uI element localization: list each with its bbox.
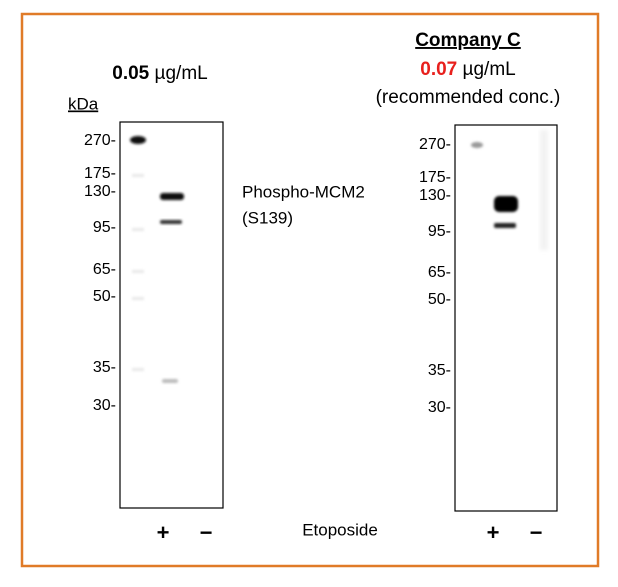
right-note: (recommended conc.) — [376, 87, 561, 108]
treatment-label: Etoposide — [302, 520, 378, 539]
kda-label: kDa — [68, 94, 99, 113]
marker-label: 65- — [428, 264, 451, 281]
marker-label: 95- — [428, 223, 451, 240]
right-blot — [454, 124, 558, 512]
marker-label: 130- — [84, 183, 116, 200]
marker-label: 130- — [419, 187, 451, 204]
right-unit: µg/mL — [457, 59, 515, 80]
left-blot — [119, 121, 224, 509]
marker-label: 95- — [93, 219, 116, 236]
marker-label: 35- — [428, 362, 451, 379]
marker-label: 270- — [419, 136, 451, 153]
marker-label: 175- — [84, 165, 116, 182]
marker-label: 270- — [84, 132, 116, 149]
right-conc-line: 0.07 µg/mL — [420, 59, 515, 80]
lane-label: + — [157, 520, 170, 545]
marker-label: 30- — [428, 399, 451, 416]
marker-label: 30- — [93, 397, 116, 414]
lane-label: − — [200, 520, 213, 545]
antibody-site: (S139) — [242, 208, 293, 227]
lane-label: − — [530, 520, 543, 545]
company: Company C — [415, 30, 521, 51]
marker-label: 50- — [428, 291, 451, 308]
marker-label: 65- — [93, 261, 116, 278]
frame — [20, 12, 600, 568]
marker-label: 175- — [419, 169, 451, 186]
marker-label: 35- — [93, 359, 116, 376]
marker-label: 50- — [93, 288, 116, 305]
left-concentration: 0.05 — [112, 63, 149, 84]
right-concentration: 0.07 — [420, 59, 457, 80]
lane-label: + — [487, 520, 500, 545]
left-conc-line: 0.05 µg/mL — [112, 63, 207, 84]
left-unit: µg/mL — [149, 63, 207, 84]
antibody-name: Phospho-MCM2 — [242, 182, 365, 201]
